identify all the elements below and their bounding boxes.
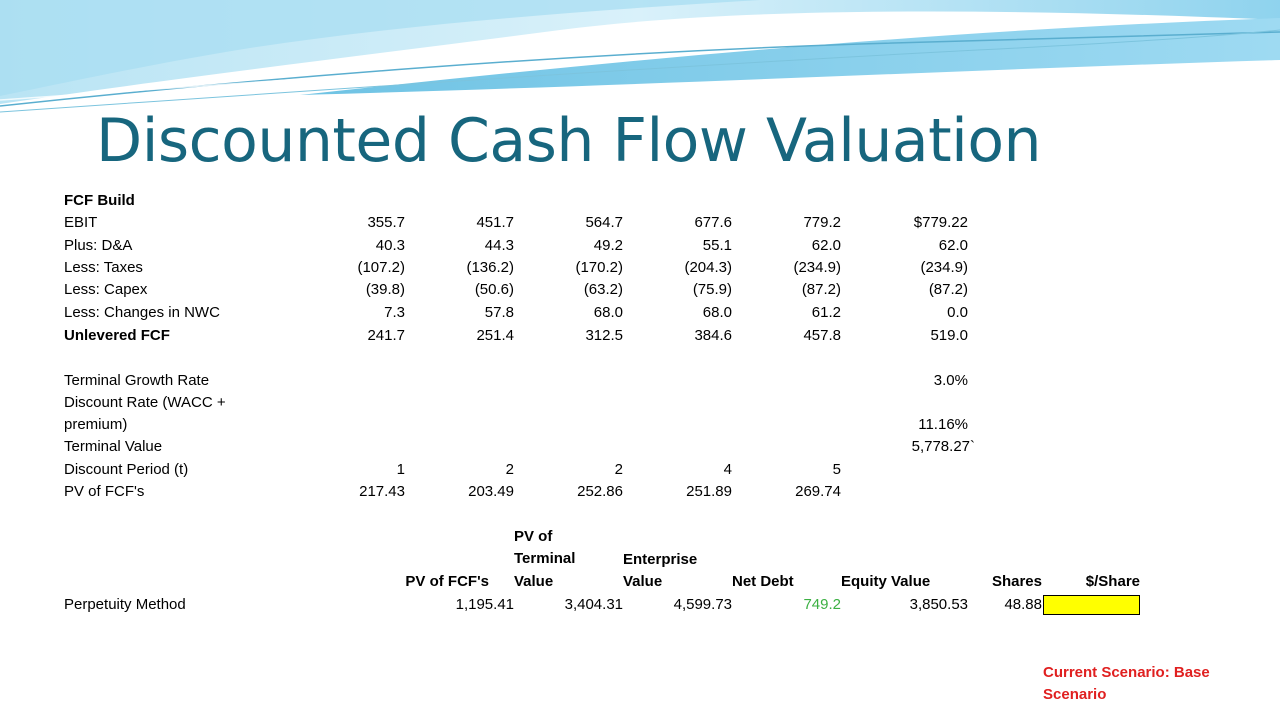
summary-shares: 48.88 — [1004, 596, 1042, 613]
header-pv-terminal-cont: Terminal — [514, 550, 576, 567]
header-pv-terminal-cont2: Value — [514, 573, 554, 590]
row-value: 62.0 — [811, 237, 841, 254]
row-value: 44.3 — [484, 237, 514, 254]
row-value: 40.3 — [375, 237, 405, 254]
row-value: 677.6 — [694, 214, 732, 231]
discount-period-value: 1 — [396, 461, 405, 478]
row-value: (107.2) — [357, 259, 405, 276]
header-per-share: $/Share — [1085, 573, 1140, 590]
scenario-label-line2: Scenario — [1043, 686, 1107, 703]
row-value: (204.3) — [684, 259, 732, 276]
header-enterprise-value: Enterprise — [623, 551, 698, 568]
row-value: (234.9) — [793, 259, 841, 276]
row-label: Unlevered FCF — [64, 327, 170, 344]
page-title: Discounted Cash Flow Valuation — [96, 106, 1042, 176]
row-value: 57.8 — [484, 304, 514, 321]
row-value: 779.2 — [803, 214, 841, 231]
terminal-value-label: Terminal Value — [64, 438, 163, 455]
summary-equity-value: 3,850.53 — [909, 596, 968, 613]
row-value: (234.9) — [920, 259, 968, 276]
row-value: (87.2) — [928, 281, 968, 298]
discount-rate-value: 11.16% — [918, 416, 968, 433]
row-label: Less: Capex — [64, 281, 148, 298]
row-value: 451.7 — [476, 214, 514, 231]
row-label: Less: Changes in NWC — [64, 304, 220, 321]
pv-fcf-value: 203.49 — [468, 483, 514, 500]
row-value: 564.7 — [585, 214, 623, 231]
summary-pv-fcf: 1,195.41 — [455, 596, 514, 613]
pv-fcf-value: 269.74 — [795, 483, 841, 500]
row-value: 241.7 — [367, 327, 405, 344]
header-shares: Shares — [991, 573, 1042, 590]
row-value: (87.2) — [801, 281, 841, 298]
discount-rate-label: Discount Rate (WACC + — [64, 394, 226, 411]
row-value: 61.2 — [811, 304, 841, 321]
summary-enterprise-value: 4,599.73 — [673, 596, 732, 613]
row-value: 312.5 — [585, 327, 623, 344]
row-label: EBIT — [64, 214, 98, 231]
pv-fcf-value: 252.86 — [577, 483, 623, 500]
row-value: 384.6 — [694, 327, 732, 344]
row-value: $779.22 — [913, 214, 968, 231]
discount-period-value: 2 — [614, 461, 623, 478]
per-share-highlight — [1043, 595, 1140, 615]
discount-period-value: 4 — [723, 461, 732, 478]
terminal-value-value: 5,778.27` — [911, 438, 975, 455]
row-value: (136.2) — [466, 259, 514, 276]
header-equity-value: Equity Value — [841, 573, 931, 590]
row-value: 62.0 — [938, 237, 968, 254]
row-value: 55.1 — [702, 237, 732, 254]
scenario-label-line1: Current Scenario: Base — [1043, 664, 1210, 681]
row-value: 68.0 — [593, 304, 623, 321]
row-value: (170.2) — [575, 259, 623, 276]
row-value: (50.6) — [474, 281, 514, 298]
row-value: 68.0 — [702, 304, 732, 321]
summary-pv-terminal: 3,404.31 — [564, 596, 623, 613]
discount-rate-label-cont: premium) — [64, 416, 128, 433]
discount-period-value: 2 — [505, 461, 514, 478]
row-label: Plus: D&A — [64, 237, 133, 254]
row-label: Less: Taxes — [64, 259, 143, 276]
header-enterprise-value-cont: Value — [623, 573, 663, 590]
header-wave-decoration — [0, 0, 1280, 113]
summary-net-debt: 749.2 — [803, 596, 841, 613]
row-value: 0.0 — [947, 304, 968, 321]
row-value: 7.3 — [384, 304, 405, 321]
header-pv-terminal: PV of — [514, 528, 553, 545]
perpetuity-method-label: Perpetuity Method — [64, 596, 186, 613]
row-value: 49.2 — [593, 237, 623, 254]
row-value: 355.7 — [367, 214, 405, 231]
row-value: (75.9) — [692, 281, 732, 298]
discount-period-label: Discount Period (t) — [64, 461, 189, 478]
pv-fcf-value: 251.89 — [686, 483, 732, 500]
header-net-debt: Net Debt — [732, 573, 794, 590]
terminal-growth-label: Terminal Growth Rate — [64, 372, 210, 389]
fcf-build-heading: FCF Build — [64, 192, 135, 209]
pv-fcf-value: 217.43 — [359, 483, 405, 500]
discount-period-value: 5 — [832, 461, 841, 478]
row-value: 457.8 — [803, 327, 841, 344]
row-value: 251.4 — [476, 327, 514, 344]
row-value: (63.2) — [583, 281, 623, 298]
pv-fcf-label: PV of FCF's — [64, 483, 145, 500]
row-value: 519.0 — [930, 327, 968, 344]
row-value: (39.8) — [365, 281, 405, 298]
terminal-growth-value: 3.0% — [933, 372, 968, 389]
header-pv-fcf: PV of FCF's — [405, 573, 489, 590]
